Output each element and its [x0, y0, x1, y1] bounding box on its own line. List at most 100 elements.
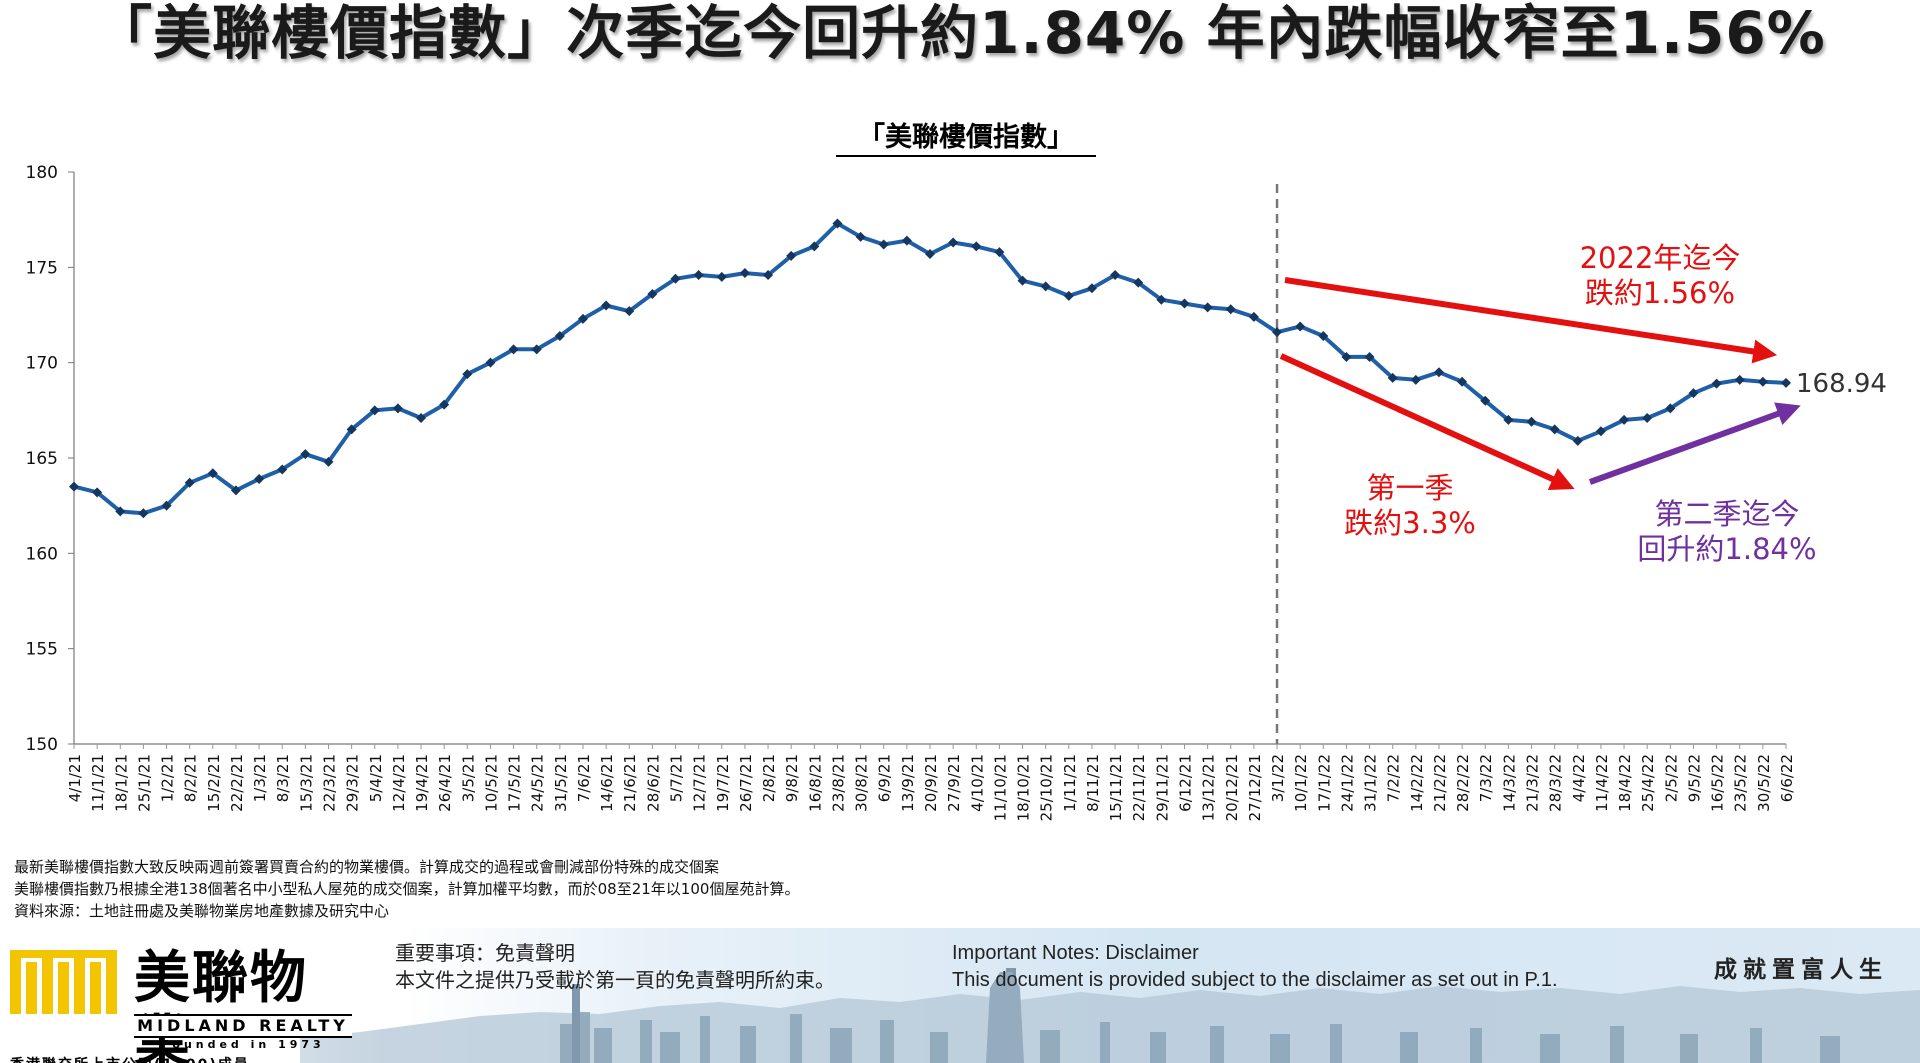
data-point [1757, 376, 1768, 387]
x-tick-label: 6/12/21 [1176, 754, 1194, 812]
annotation-q1-line: 跌約3.3% [1344, 506, 1476, 540]
x-tick-label: 31/5/21 [552, 754, 570, 812]
x-tick-label: 4/10/21 [968, 754, 986, 812]
data-point [763, 269, 774, 280]
x-tick-label: 21/6/21 [621, 754, 639, 812]
data-point [878, 239, 889, 250]
data-point [1225, 304, 1236, 315]
logo-founded: Founded in 1973 [161, 1038, 325, 1051]
data-point [1341, 351, 1352, 362]
x-tick-label: 4/1/21 [66, 754, 84, 802]
data-point [416, 412, 427, 423]
x-tick-label: 22/3/21 [320, 754, 338, 812]
note-line-source: 資料來源：土地註冊處及美聯物業房地產數據及研究中心 [14, 902, 390, 920]
data-point [392, 403, 403, 414]
footer-banner: 美聯物業 MIDLAND REALTY Founded in 1973 香港聯交… [0, 928, 1920, 1063]
x-tick-label: 31/1/22 [1362, 754, 1380, 812]
x-tick-label: 8/11/21 [1084, 754, 1102, 812]
data-point [207, 468, 218, 479]
data-point [508, 344, 519, 355]
data-point [832, 218, 843, 229]
chart-title: 「美聯樓價指數」 [858, 121, 1074, 153]
x-tick-label: 14/2/22 [1408, 754, 1426, 812]
x-tick-label: 22/11/21 [1130, 754, 1148, 821]
x-tick-label: 1/3/21 [251, 754, 269, 802]
data-point [786, 250, 797, 261]
data-point [115, 506, 126, 517]
page-headline: 「美聯樓價指數」次季迄今回升約1.84% 年內跌幅收窄至1.56% [94, 0, 1826, 67]
logo-english-name: MIDLAND REALTY [134, 1014, 352, 1038]
data-point [1595, 426, 1606, 437]
x-tick-label: 16/5/22 [1709, 754, 1727, 812]
x-tick-label: 23/5/22 [1732, 754, 1750, 812]
data-point [1642, 412, 1653, 423]
x-tick-label: 30/8/21 [853, 754, 871, 812]
data-point [1526, 416, 1537, 427]
x-tick-label: 1/11/21 [1061, 754, 1079, 812]
data-point [1781, 377, 1791, 388]
data-point [601, 300, 612, 311]
x-tick-label: 16/8/21 [806, 754, 824, 812]
data-point [1295, 321, 1306, 332]
data-point [693, 269, 704, 280]
chart-notes: 最新美聯樓價指數大致反映兩週前簽署買賣合約的物業樓價。計算成交的過程或會刪減部份… [14, 856, 1114, 922]
data-point [554, 330, 565, 341]
data-point [1156, 294, 1167, 305]
data-point [1619, 414, 1630, 425]
data-point [346, 424, 357, 435]
x-tick-label: 21/2/22 [1431, 754, 1449, 812]
x-tick-label: 8/3/21 [274, 754, 292, 802]
data-point [230, 485, 241, 496]
x-tick-label: 12/7/21 [691, 754, 709, 812]
data-point [1248, 311, 1259, 322]
logo-bar [26, 962, 37, 1014]
x-tick-label: 13/12/21 [1200, 754, 1218, 821]
x-tick-label: 28/2/22 [1454, 754, 1472, 812]
data-point [1549, 424, 1560, 435]
data-point [69, 481, 79, 492]
data-point [925, 248, 935, 259]
data-point [300, 449, 311, 460]
data-point [92, 487, 103, 498]
x-tick-label: 12/4/21 [390, 754, 408, 812]
x-tick-label: 11/10/21 [991, 754, 1009, 821]
annotation-ytd-line: 跌約1.56% [1585, 276, 1735, 310]
city-skyline-image [0, 928, 1920, 1063]
x-tick-label: 6/9/21 [876, 754, 894, 802]
data-point [1179, 298, 1190, 309]
x-tick-label: 11/1/21 [89, 754, 107, 812]
data-point [1665, 403, 1676, 414]
data-point [1410, 374, 1421, 385]
data-point [323, 456, 334, 467]
data-point [670, 273, 681, 284]
logo-bar [90, 962, 101, 1014]
midland-realty-logo: 美聯物業 MIDLAND REALTY Founded in 1973 香港聯交… [8, 942, 352, 1063]
x-tick-label: 29/11/21 [1153, 754, 1171, 821]
x-tick-label: 17/1/22 [1315, 754, 1333, 812]
x-tick-label: 3/1/22 [1269, 754, 1287, 802]
data-point [1318, 330, 1329, 341]
q1-decline-arrow [1279, 353, 1575, 490]
x-tick-label: 19/7/21 [714, 754, 732, 812]
x-tick-label: 26/4/21 [436, 754, 454, 812]
disclaimer-cn-title: 重要事項：免責聲明 [395, 941, 575, 965]
data-point [531, 344, 542, 355]
x-tick-label: 10/5/21 [482, 754, 500, 812]
data-point [161, 500, 172, 511]
x-tick-label: 7/2/22 [1385, 754, 1403, 802]
data-point [1040, 281, 1051, 292]
ytd-decline-arrow [1284, 277, 1778, 364]
data-point [971, 241, 982, 252]
last-value-label: 168.94 [1796, 369, 1887, 399]
x-tick-label: 19/4/21 [413, 754, 431, 812]
logo-bar [106, 954, 117, 1014]
data-point [369, 405, 380, 416]
x-tick-label: 10/1/22 [1292, 754, 1310, 812]
q2-rebound-arrow [1588, 402, 1801, 485]
data-point [1202, 302, 1213, 313]
data-point [855, 231, 866, 242]
data-point [462, 369, 473, 380]
annotation-q1-line: 第一季 [1366, 471, 1453, 505]
x-tick-label: 30/5/22 [1755, 754, 1773, 812]
x-tick-label: 13/9/21 [899, 754, 917, 812]
